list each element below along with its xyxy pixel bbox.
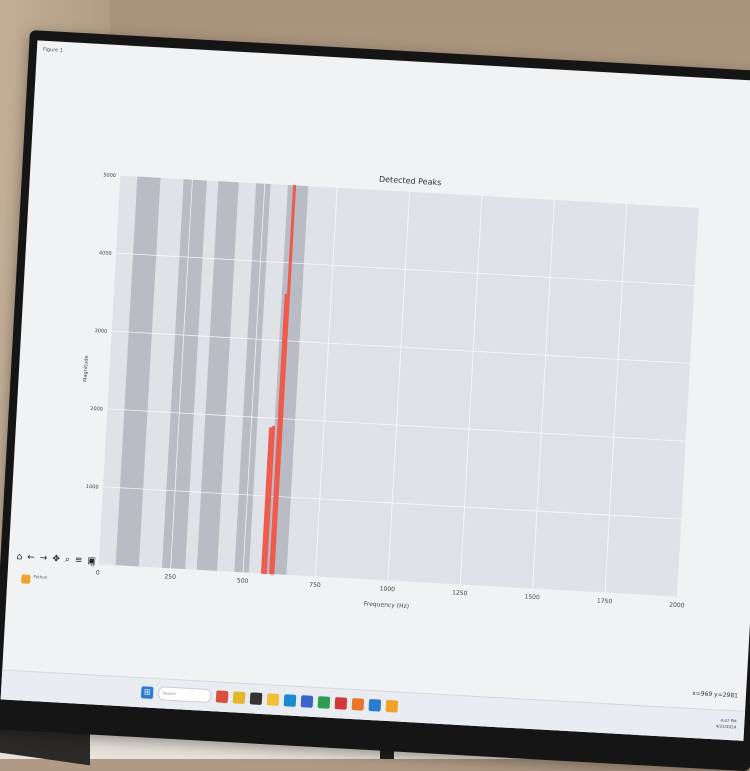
app-icon-orange[interactable] [351,698,365,711]
x-tick-label: 2000 [669,602,685,610]
shaded-band [115,176,161,567]
grid-line-vertical [676,207,700,598]
y-tick-label: 4000 [99,250,112,257]
x-tick-label: 1750 [597,598,613,606]
x-tick-label: 1500 [524,593,540,601]
zoom-icon[interactable]: ⌕ [64,554,71,566]
y-tick-label: 1000 [86,484,99,491]
widgets-icon[interactable] [215,690,229,704]
back-icon[interactable]: ← [26,552,36,564]
chart: Detected Peaks 0 250 500 750 1000 1250 1500 175… [82,172,700,611]
grid-line-horizontal [120,174,700,209]
save-icon[interactable]: ▣ [87,556,97,567]
peak-bar [271,184,297,575]
edge-icon[interactable] [283,694,297,707]
grid-line-horizontal [111,330,691,364]
x-axis-ticks: 0 250 500 750 1000 1250 1500 1750 2000 [96,570,685,610]
chart-title: Detected Peaks [379,175,442,187]
forward-icon[interactable]: → [39,553,48,564]
grid-line-horizontal [106,408,687,442]
store-icon[interactable] [300,695,314,708]
peak-bar [260,427,273,574]
peak-bar [269,293,288,575]
grid-line-horizontal [115,252,695,286]
taskbar-app-label: Python [33,574,48,580]
peak-bar [263,425,276,575]
system-clock: 4:47 PM 4/23/2024 [716,717,737,730]
y-axis-label: Magnitude [82,355,89,382]
x-axis-label: Frequency (Hz) [364,601,410,611]
grid-line-vertical [459,195,483,585]
monitor-screen: Figure 1 Detected Peaks 0 250 500 750 1000 12… [0,40,750,741]
configure-icon[interactable]: ≡ [74,555,83,566]
home-icon[interactable]: ⌂ [16,552,23,563]
x-tick-label: 500 [237,577,249,585]
grid-line-horizontal [102,486,682,520]
app-icon-red[interactable] [334,697,348,710]
y-axis-ticks: 0 1000 2000 3000 4000 5000 [86,172,116,568]
grid-line-vertical [170,179,193,569]
x-tick-label: 1000 [380,585,396,593]
x-tick-label: 250 [164,573,176,581]
x-tick-label: 1250 [452,589,468,597]
grid-line-vertical [315,187,338,577]
shaded-band [196,180,239,572]
clock-date: 4/23/2024 [715,723,737,730]
y-tick-label: 0 [91,562,95,568]
pan-icon[interactable]: ✥ [52,554,61,565]
y-tick-label: 3000 [94,328,107,335]
app-icon-green[interactable] [317,696,331,709]
python-taskbar-icon[interactable] [385,699,399,713]
start-icon[interactable]: ⊞ [140,686,154,699]
python-icon [21,574,31,584]
shaded-band [234,182,271,574]
taskbar-app-preview[interactable]: Python [19,570,80,595]
peaks-layer [260,184,297,575]
grid-line-vertical [97,175,121,565]
grid-line-vertical [387,191,410,581]
search-box[interactable]: Search [157,686,212,704]
grid-line-horizontal [98,564,678,598]
grid-layer [97,174,700,598]
grid-line-vertical [604,203,628,593]
chrome-icon[interactable] [232,691,246,705]
vscode-icon[interactable] [368,698,382,712]
shaded-band [161,178,207,570]
monitor-bezel: Figure 1 Detected Peaks 0 250 500 750 1000 12… [0,30,750,771]
x-tick-label: 750 [309,581,321,589]
taskbar-icons: ⊞ Search [140,685,399,713]
grid-line-vertical [242,183,266,573]
y-tick-label: 2000 [90,406,103,413]
terminal-icon[interactable] [249,692,263,705]
x-tick-label: 0 [96,570,100,577]
grid-line-vertical [532,199,555,589]
folder-icon[interactable] [266,693,280,706]
y-tick-label: 5000 [103,172,116,179]
